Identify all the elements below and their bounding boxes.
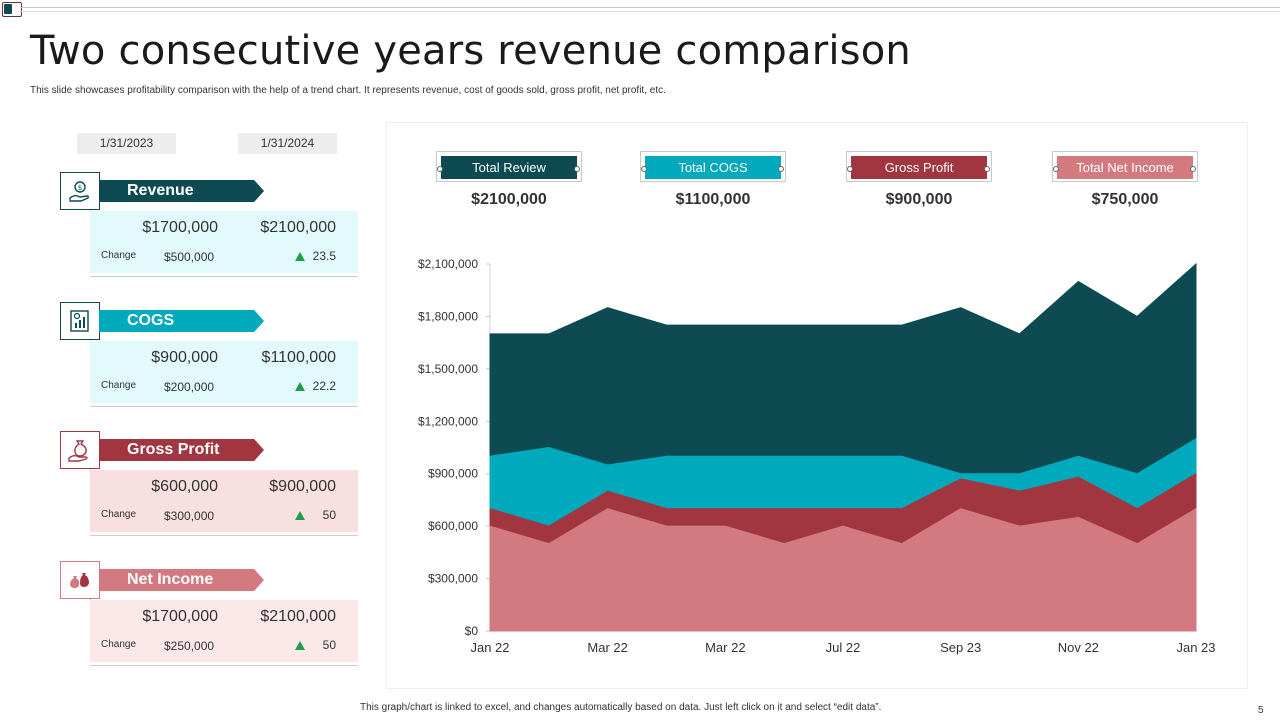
page-subtitle: This slide showcases profitability compa… <box>30 85 666 96</box>
up-arrow-icon <box>295 252 305 261</box>
chart-panel <box>386 122 1248 689</box>
section-ribbon: COGS <box>99 310 264 332</box>
change-value: $500,000 <box>164 250 215 264</box>
change-label: Change <box>101 509 137 520</box>
section-ribbon: Gross Profit <box>99 439 264 461</box>
section-ribbon: Revenue <box>99 180 264 202</box>
section-panel: $900,000 $1100,000 Change $200,000 22.2 <box>90 341 358 407</box>
kpi-handle-right <box>1190 166 1196 172</box>
value-2023: $1700,000 <box>142 219 218 236</box>
section-panel: $1700,000 $2100,000 Change $250,000 50 <box>90 600 358 666</box>
stacked-area-chart: $0 $300,000 $600,000 $900,000 $1,200,000 $1,5… <box>418 257 1216 655</box>
y-tick-label: $900,000 <box>428 467 478 481</box>
section-panel: $1700,000 $2100,000 Change $500,000 23.5 <box>90 211 358 277</box>
kpi-label: Gross Profit <box>851 156 987 179</box>
value-2024: $2100,000 <box>260 219 336 236</box>
kpi-handle-left <box>1053 166 1059 172</box>
page-number: 5 <box>1258 705 1264 716</box>
change-label: Change <box>101 250 137 261</box>
page-title: Two consecutive years revenue comparison <box>30 28 911 74</box>
section-panel: $600,000 $900,000 Change $300,000 50 <box>90 470 358 536</box>
change-percent: 50 <box>322 508 336 522</box>
change-value: $250,000 <box>164 639 215 653</box>
up-arrow-icon <box>295 382 305 391</box>
y-tick-label: $300,000 <box>428 572 478 586</box>
chart-labels: $0 $300,000 $600,000 $900,000 $1,200,000 $1,5… <box>418 257 1216 655</box>
money-bag-hand-icon <box>60 431 100 469</box>
kpi-label: Total Review <box>441 156 577 179</box>
kpi-handle-right <box>574 166 580 172</box>
kpi-value: $750,000 <box>1091 191 1159 208</box>
report-chart-icon <box>60 302 100 340</box>
kpi-handle-right <box>984 166 990 172</box>
kpi-frame <box>436 151 582 182</box>
change-value: $200,000 <box>164 380 215 394</box>
y-tick-label: $600,000 <box>428 519 478 533</box>
y-tick-label: $1,800,000 <box>418 309 478 323</box>
y-tick-label: $1,200,000 <box>418 414 478 428</box>
panel-underline <box>90 406 358 407</box>
panel-underline <box>90 276 358 277</box>
x-tick-label: Mar 22 <box>587 640 627 655</box>
kpi-frame <box>640 151 786 182</box>
chart-series <box>489 262 1197 632</box>
change-value: $300,000 <box>164 509 215 523</box>
footnote: This graph/chart is linked to excel, and… <box>360 702 882 713</box>
kpi-handle-left <box>847 166 853 172</box>
value-2023: $1700,000 <box>142 608 218 625</box>
change-percent: 50 <box>322 638 336 652</box>
money-hand-icon: $ <box>60 172 100 210</box>
kpi-value: $2100,000 <box>471 191 547 208</box>
x-tick-label: Jul 22 <box>826 640 861 655</box>
up-arrow-icon <box>295 641 305 650</box>
date-label-2023: 1/31/2023 <box>77 133 176 154</box>
kpi-value: $1100,000 <box>675 191 751 208</box>
x-tick-label: Jan 22 <box>470 640 509 655</box>
top-rule-secondary <box>20 11 1280 12</box>
x-tick-label: Sep 23 <box>940 640 981 655</box>
money-bags-icon <box>60 561 100 599</box>
kpi-frame <box>846 151 992 182</box>
change-percent: 23.5 <box>312 249 336 263</box>
y-tick-label: $2,100,000 <box>418 257 478 271</box>
value-2023: $600,000 <box>151 478 218 495</box>
panel-underline <box>90 665 358 666</box>
x-tick-label: Jan 23 <box>1176 640 1215 655</box>
date-label-2024: 1/31/2024 <box>238 133 337 154</box>
panel-underline <box>90 535 358 536</box>
up-arrow-icon <box>295 511 305 520</box>
change-label: Change <box>101 639 137 650</box>
y-tick-label: $1,500,000 <box>418 362 478 376</box>
x-tick-label: Nov 22 <box>1058 640 1099 655</box>
top-rule <box>20 7 1280 8</box>
svg-text:$: $ <box>78 184 82 192</box>
kpi-label: Total Net Income <box>1057 156 1193 179</box>
change-label: Change <box>101 380 137 391</box>
section-ribbon: Net Income <box>99 569 264 591</box>
change-percent: 22.2 <box>312 379 336 393</box>
kpi-handle-left <box>437 166 443 172</box>
kpi-value: $900,000 <box>885 191 953 208</box>
kpi-handle-left <box>641 166 647 172</box>
kpi-label: Total COGS <box>645 156 781 179</box>
x-tick-label: Mar 22 <box>705 640 745 655</box>
value-2024: $1100,000 <box>261 349 336 366</box>
value-2024: $2100,000 <box>260 608 336 625</box>
area-series-net-income <box>489 507 1197 632</box>
kpi-frame <box>1052 151 1198 182</box>
value-2023: $900,000 <box>151 349 218 366</box>
kpi-handle-right <box>778 166 784 172</box>
value-2024: $900,000 <box>269 478 336 495</box>
slide-marker <box>2 2 22 17</box>
y-tick-label: $0 <box>465 624 479 638</box>
chart-axes <box>486 263 491 632</box>
